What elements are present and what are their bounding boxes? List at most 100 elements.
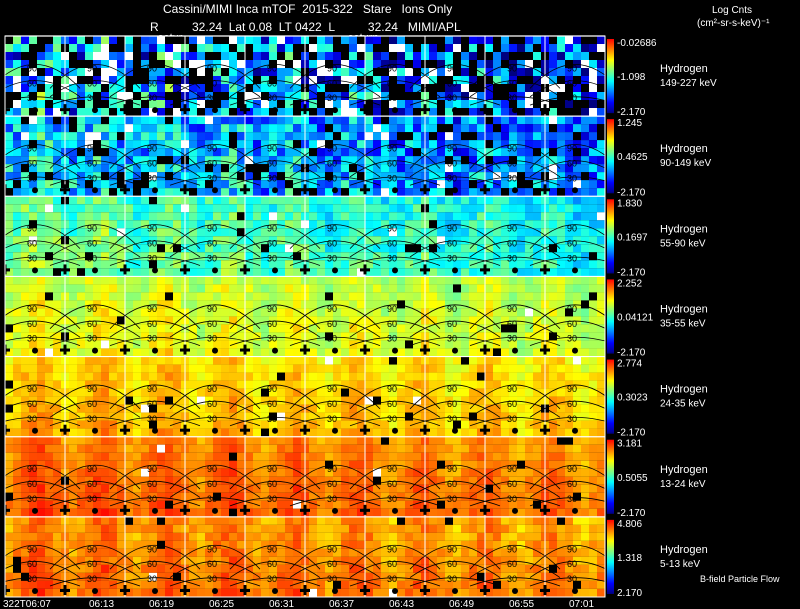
heatmap-cell [173, 332, 181, 341]
heatmap-cell [357, 420, 365, 429]
heatmap-cell [101, 276, 109, 285]
heatmap-cell [317, 236, 325, 245]
contour-label: 90 [447, 384, 457, 394]
heatmap-cell [493, 380, 501, 389]
heatmap-cell [269, 404, 277, 413]
heatmap-cell [21, 68, 29, 76]
heatmap-cell [509, 172, 517, 181]
heatmap-cell [413, 260, 421, 269]
colorbar [607, 199, 614, 274]
heatmap-cell [333, 340, 341, 349]
heatmap-cell [245, 60, 253, 68]
heatmap-cell [309, 356, 317, 365]
heatmap-cell [325, 260, 333, 269]
heatmap-cell [341, 76, 349, 84]
heatmap-cell [525, 188, 533, 197]
heatmap-cell [149, 476, 157, 485]
heatmap-cell [381, 500, 389, 509]
heatmap-cell [173, 468, 181, 477]
heatmap-cell [589, 236, 597, 245]
heatmap-cell [557, 372, 565, 381]
heatmap-cell [237, 156, 245, 165]
contour-arc [109, 256, 201, 266]
heatmap-cell [125, 44, 133, 52]
heatmap-cell [293, 92, 301, 100]
heatmap-cell [517, 300, 525, 309]
heatmap-cell [565, 404, 573, 413]
heatmap-cell [45, 364, 53, 373]
heatmap-cell [597, 100, 605, 108]
heatmap-cell [37, 452, 45, 461]
cross-marker [123, 104, 127, 115]
contour-arc [409, 160, 501, 178]
heatmap-cell [285, 500, 293, 509]
heatmap-cell [405, 196, 413, 205]
direction-marker [272, 427, 278, 434]
heatmap-cell [373, 220, 381, 229]
heatmap-cell [165, 412, 173, 421]
heatmap-cell [525, 212, 533, 221]
cross-marker [543, 184, 547, 195]
heatmap-cell [309, 412, 317, 421]
heatmap-cell [413, 252, 421, 261]
heatmap-cell [381, 228, 389, 237]
heatmap-cell [77, 148, 85, 157]
heatmap-cell [205, 396, 213, 405]
contour-arc [289, 224, 381, 249]
contour-arc [109, 336, 201, 346]
heatmap-cell [389, 484, 397, 493]
colorbar-max-label: 2.774 [617, 359, 642, 370]
heatmap-cell [373, 172, 381, 181]
heatmap-cell [221, 268, 229, 277]
heatmap-cell [557, 380, 565, 389]
contour-label: 30 [87, 414, 97, 424]
heatmap-cell [133, 156, 141, 165]
heatmap-cell [93, 204, 101, 213]
heatmap-cell [333, 372, 341, 381]
heatmap-cell [141, 156, 149, 165]
contour-label: 90 [267, 384, 277, 394]
heatmap-cell [485, 140, 493, 149]
heatmap-cell [437, 164, 445, 173]
heatmap-cell [581, 252, 589, 261]
heatmap-cell [405, 116, 413, 125]
heatmap-cell [309, 76, 317, 84]
heatmap-cell [133, 84, 141, 92]
heatmap-cell [125, 268, 133, 277]
heatmap-cell [141, 324, 149, 333]
contour-arc [169, 176, 261, 186]
heatmap-cell [429, 212, 437, 221]
heatmap-cell [429, 428, 437, 437]
heatmap-cell [133, 316, 141, 325]
heatmap-cell [229, 204, 237, 213]
heatmap-cell [333, 420, 341, 429]
heatmap-cell [485, 180, 493, 189]
heatmap-cell [173, 156, 181, 165]
heatmap-cell [157, 460, 165, 469]
heatmap-cell [245, 260, 253, 269]
heatmap-cell [517, 308, 525, 317]
heatmap-cell [317, 372, 325, 381]
heatmap-cell [285, 468, 293, 477]
heatmap-cell [565, 164, 573, 173]
heatmap-cell [317, 84, 325, 92]
heatmap-cell [397, 444, 405, 453]
heatmap-cell [309, 500, 317, 509]
heatmap-cell [53, 132, 61, 141]
heatmap-cell [141, 268, 149, 277]
heatmap-cell [189, 52, 197, 60]
heatmap-cell [221, 68, 229, 76]
heatmap-cell [229, 268, 237, 277]
heatmap-cell [221, 204, 229, 213]
heatmap-cell [189, 116, 197, 125]
heatmap-cell [373, 332, 381, 341]
heatmap-cell [37, 124, 45, 133]
heatmap-cell [389, 148, 397, 157]
heatmap-cell [349, 36, 357, 44]
heatmap-cell [581, 476, 589, 485]
heatmap-cell [277, 140, 285, 149]
heatmap-cell [205, 476, 213, 485]
heatmap-cell [277, 324, 285, 333]
heatmap-cell [389, 500, 397, 509]
heatmap-cell [197, 316, 205, 325]
